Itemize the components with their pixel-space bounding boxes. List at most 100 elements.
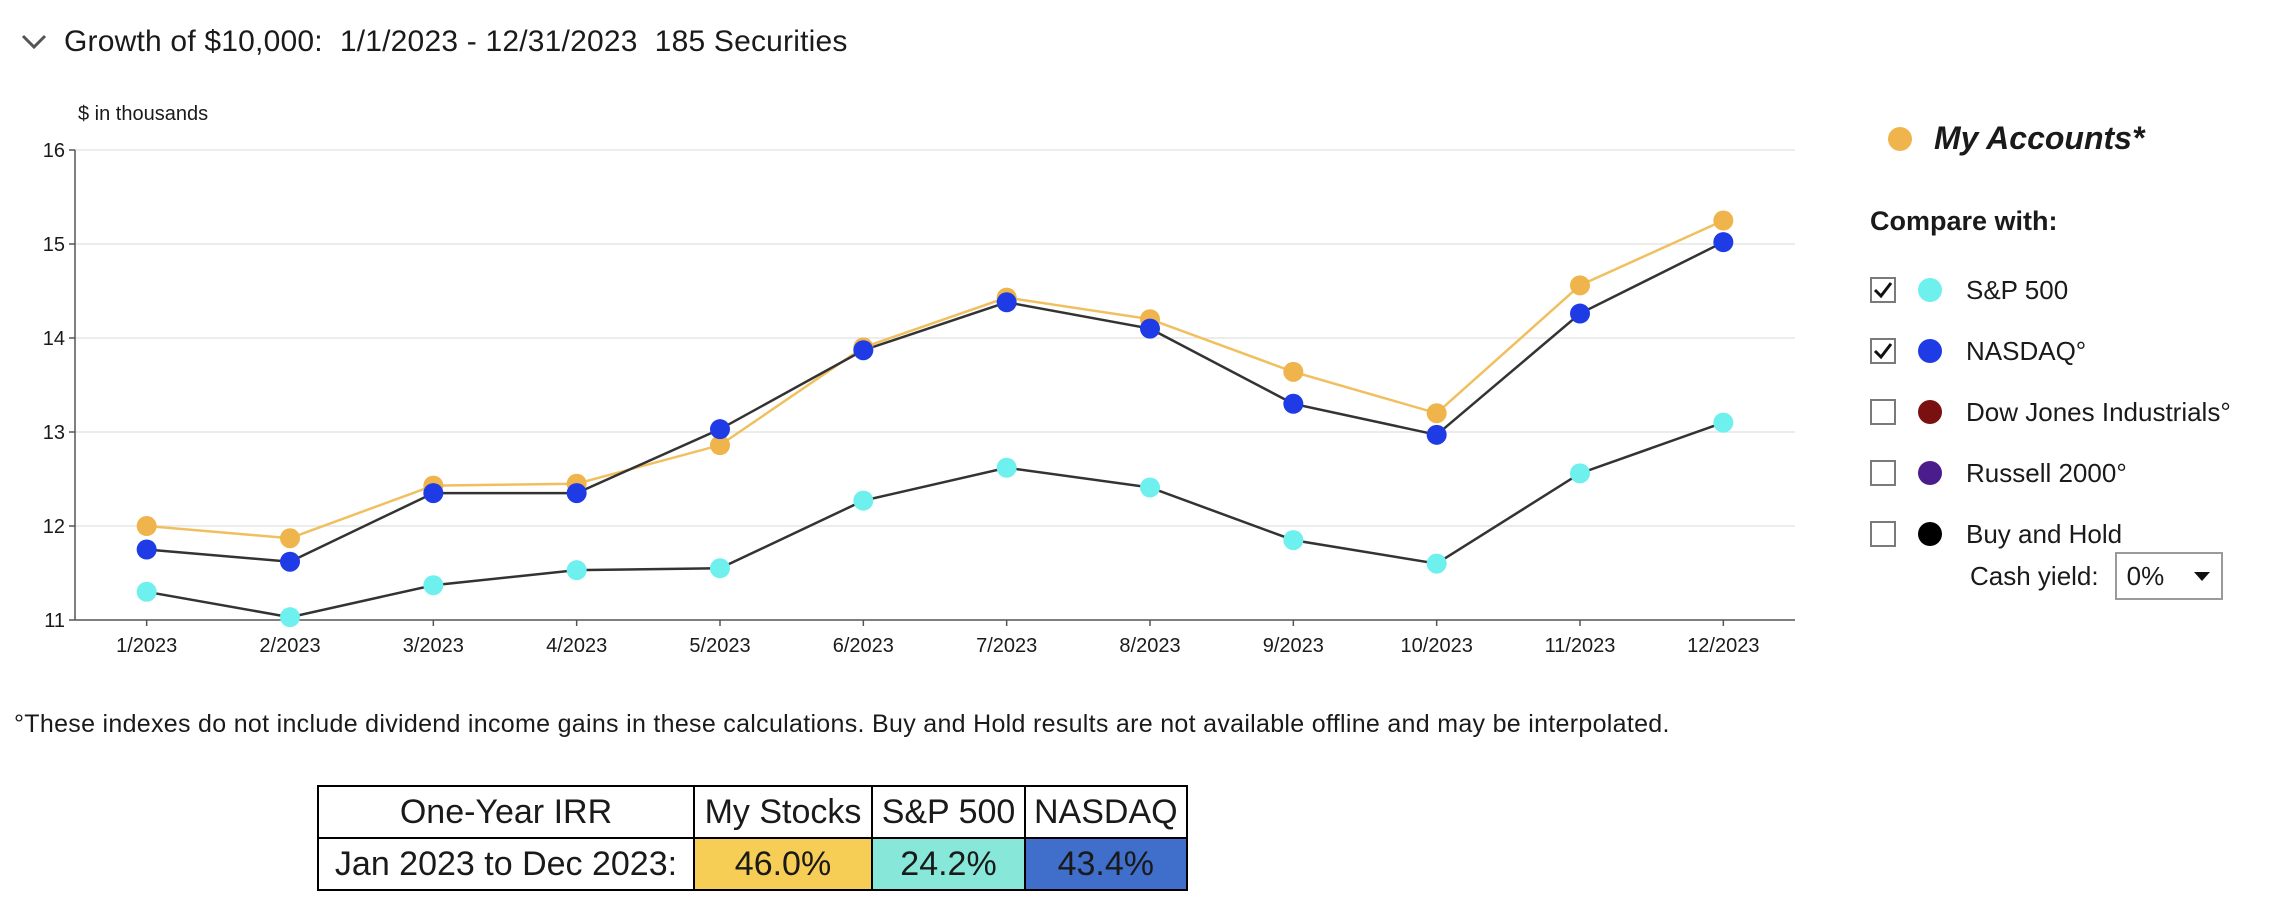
data-point [1426,424,1447,445]
compare-item-label: S&P 500 [1966,274,2069,305]
checkmark-icon [1873,343,1893,360]
compare-with-title: Compare with: [1870,206,2058,236]
footnote: °These indexes do not include dividend i… [14,710,1670,738]
data-point [566,483,587,504]
compare-item[interactable]: NASDAQ° [1870,333,2086,369]
x-tick-label: 11/2023 [1545,635,1616,657]
my-accounts-dot-icon [1888,126,1912,151]
data-point [1283,530,1304,551]
data-point [853,490,874,511]
irr-header-cell: S&P 500 [871,785,1026,839]
series-dot-icon [1918,339,1942,363]
x-tick-label: 6/2023 [833,635,894,657]
compare-item[interactable]: Buy and Hold [1870,516,2122,552]
checkbox[interactable] [1870,399,1896,425]
x-tick-label: 4/2023 [546,635,607,657]
data-point [566,560,587,581]
legend-my-accounts: My Accounts* [1870,120,2144,157]
checkbox-checked[interactable] [1870,277,1896,303]
compare-item-label: Dow Jones Industrials° [1966,396,2231,427]
x-tick-label: 9/2023 [1263,635,1324,657]
x-tick-label: 12/2023 [1687,635,1759,657]
y-axis-label: $ in thousands [78,103,208,125]
data-point [136,539,157,560]
series-line-1 [146,241,1724,563]
compare-item[interactable]: S&P 500 [1870,272,2068,308]
irr-header-cell: NASDAQ [1024,785,1188,839]
irr-period-label: Jan 2023 to Dec 2023: [317,837,695,891]
x-tick-label: 7/2023 [976,635,1037,657]
y-tick-label: 15 [43,234,65,256]
compare-item[interactable]: Dow Jones Industrials° [1870,394,2231,430]
data-point [280,607,300,628]
data-point [853,340,874,361]
irr-table: One-Year IRR My Stocks S&P 500 NASDAQ Ja… [317,785,1188,891]
series-line-0 [146,219,1724,540]
data-point [996,292,1017,313]
chart-header: Growth of $10,000: 1/1/2023 - 12/31/2023… [14,22,848,62]
irr-nasdaq-value: 43.4% [1024,837,1188,891]
data-point [1713,232,1734,253]
data-point [136,581,157,602]
irr-value-row: Jan 2023 to Dec 2023: 46.0% 24.2% 43.4% [317,837,1188,891]
data-point [1140,477,1160,498]
y-tick-label: 14 [43,328,65,350]
data-point [1570,275,1590,296]
data-point [1283,393,1304,414]
series-dot-icon [1918,278,1942,302]
x-tick-label: 2/2023 [259,635,320,657]
data-point [710,435,730,456]
cash-yield-row: Cash yield: 0% [1970,552,2223,600]
data-point [1570,463,1590,484]
data-point [423,483,444,504]
cash-yield-select[interactable]: 0% [2114,552,2223,600]
growth-chart: $ in thousands 11 12 13 14 15 16 1/2023 2/2023 3/… [43,103,1795,657]
series-dot-icon [1918,522,1942,546]
compare-item-label: Buy and Hold [1966,518,2123,549]
irr-header-cell: One-Year IRR [317,785,695,839]
checkbox[interactable] [1870,460,1896,486]
y-tick-label: 12 [43,516,65,538]
x-tick-label: 8/2023 [1119,635,1180,657]
data-point [423,575,444,596]
chevron-down-icon[interactable] [14,22,54,62]
chart-title: Growth of $10,000: 1/1/2023 - 12/31/2023… [64,25,848,58]
irr-header-cell: My Stocks [693,785,873,839]
x-tick-label: 1/2023 [116,635,177,657]
data-point [1426,553,1447,574]
irr-sp500-value: 24.2% [871,837,1026,891]
data-point [1713,412,1734,433]
cash-yield-value: 0% [2126,560,2165,591]
data-point [710,419,730,440]
series-dot-icon [1918,400,1942,424]
checkmark-icon [1873,282,1893,299]
irr-header-row: One-Year IRR My Stocks S&P 500 NASDAQ [317,785,1188,839]
data-point [710,558,730,579]
compare-item-label: NASDAQ° [1966,335,2087,366]
y-tick-label: 13 [43,422,65,444]
series-line-2 [146,421,1724,619]
series-dot-icon [1918,461,1942,485]
compare-item-label: Russell 2000° [1966,457,2127,488]
data-point [1140,318,1160,339]
cash-yield-label: Cash yield: [1970,560,2099,591]
y-tick-label: 16 [43,140,65,162]
data-point [1570,303,1590,324]
data-point [996,457,1017,478]
checkbox-checked[interactable] [1870,338,1896,364]
x-tick-label: 5/2023 [689,635,750,657]
checkbox[interactable] [1870,521,1896,547]
data-point [280,551,300,572]
compare-item[interactable]: Russell 2000° [1870,455,2127,491]
my-accounts-label: My Accounts* [1934,120,2145,156]
data-point [1283,361,1304,382]
dropdown-arrow-icon [2193,572,2210,581]
x-tick-label: 10/2023 [1401,635,1473,657]
data-point [1713,210,1734,231]
irr-my-stocks-value: 46.0% [693,837,873,891]
x-tick-label: 3/2023 [403,635,464,657]
data-point [1426,403,1447,424]
data-point [280,528,300,549]
y-tick-label: 11 [44,610,65,632]
data-point [136,516,157,536]
